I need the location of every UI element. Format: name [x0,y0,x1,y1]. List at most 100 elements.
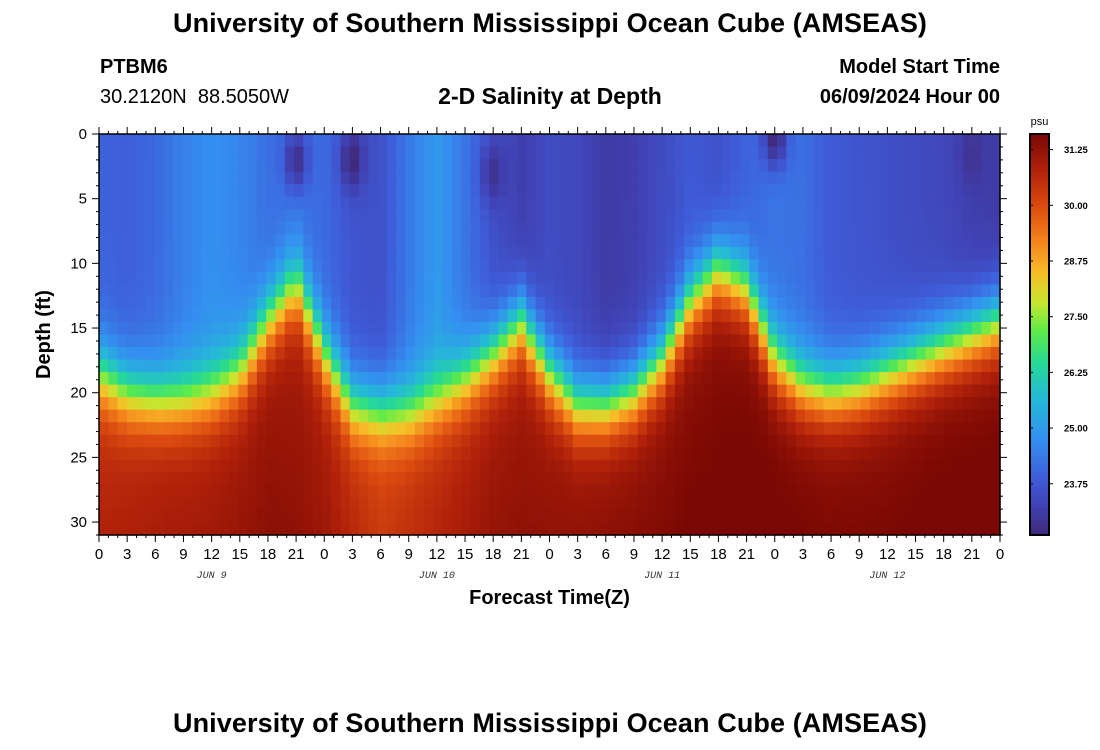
heatmap-cell [869,397,880,411]
heatmap-cell [600,384,611,398]
heatmap-cell [944,234,955,248]
heatmap-cell [340,447,351,461]
heatmap-cell [953,159,964,173]
heatmap-cell [247,246,258,260]
heatmap-cell [767,397,778,411]
heatmap-cell [154,284,165,298]
heatmap-cell [108,359,119,373]
heatmap-cell [730,184,741,198]
heatmap-cell [619,184,630,198]
heatmap-cell [377,159,388,173]
heatmap-cell [154,409,165,423]
heatmap-cell [303,372,314,386]
heatmap-cell [108,422,119,436]
heatmap-cell [368,296,379,311]
heatmap-cell [702,472,713,486]
x-tick-label: 9 [630,546,638,563]
heatmap-cell [507,146,518,160]
heatmap-cell [489,509,500,524]
heatmap-cell [99,296,109,311]
heatmap-cell [934,334,945,348]
heatmap-cell [433,522,444,536]
heatmap-cell [173,234,184,248]
heatmap-cell [897,497,908,511]
heatmap-cell [804,221,815,235]
heatmap-cell [247,134,258,148]
heatmap-cell [99,497,109,511]
heatmap-cell [990,472,1001,486]
colorbar-swatch [1030,240,1049,245]
colorbar-label: 25.00 [1064,424,1088,435]
heatmap-cell [869,159,880,173]
heatmap-cell [609,184,620,198]
heatmap-cell [990,271,1001,285]
heatmap-cell [433,209,444,223]
heatmap-cell [507,159,518,173]
heatmap-cell [582,397,592,411]
x-tick-label: 21 [964,546,981,563]
heatmap-cell [609,334,620,348]
heatmap-cell [507,497,518,511]
heatmap-cell [907,159,917,173]
colorbar-swatch [1030,294,1049,299]
heatmap-cell [238,497,249,511]
heatmap-cell [145,146,156,160]
heatmap-cell [145,209,156,223]
heatmap-cell [191,472,202,486]
heatmap-cell [832,434,843,448]
heatmap-cell [470,509,481,524]
heatmap-cell [823,372,834,386]
heatmap-cell [609,221,620,235]
heatmap-cell [879,296,890,311]
heatmap-cell [953,447,964,461]
heatmap-cell [498,134,509,148]
heatmap-cell [869,209,880,223]
heatmap-cell [507,221,518,235]
heatmap-cell [526,509,537,524]
heatmap-cell [674,159,685,173]
heatmap-cell [164,284,174,298]
heatmap-cell [934,509,945,524]
heatmap-cell [916,284,927,298]
colorbar-label: 27.50 [1064,312,1088,323]
heatmap-cell [507,259,518,273]
heatmap-cell [730,459,741,473]
heatmap-cell [238,509,249,524]
heatmap-cell [972,434,983,448]
heatmap-cell [869,447,880,461]
heatmap-cell [414,484,425,499]
heatmap-cell [591,397,602,411]
heatmap-cell [544,234,555,248]
heatmap-cell [294,372,304,386]
heatmap-cell [433,409,444,423]
heatmap-cell [145,159,156,173]
heatmap-cell [451,221,462,235]
heatmap-cell [256,372,267,386]
heatmap-cell [563,459,574,473]
heatmap-cell [656,509,667,524]
heatmap-cell [312,372,323,386]
heatmap-cell [266,284,277,298]
heatmap-cell [972,522,983,536]
heatmap-cell [396,309,407,323]
heatmap-cell [962,134,973,148]
heatmap-cell [247,221,258,235]
heatmap-cell [126,146,137,160]
heatmap-cell [126,321,137,336]
heatmap-cell [684,372,695,386]
heatmap-cell [777,347,787,361]
heatmap-cell [303,146,314,160]
heatmap-cell [758,522,769,536]
heatmap-cell [340,321,351,336]
heatmap-cell [526,196,537,210]
colorbar-swatch [1030,381,1049,386]
heatmap-cell [145,459,156,473]
heatmap-cell [702,159,713,173]
heatmap-cell [349,372,360,386]
heatmap-cell [303,434,314,448]
heatmap-cell [526,334,537,348]
heatmap-cell [210,372,221,386]
heatmap-cell [619,296,630,311]
colorbar-swatch [1030,260,1049,265]
colorbar-swatch [1030,334,1049,339]
